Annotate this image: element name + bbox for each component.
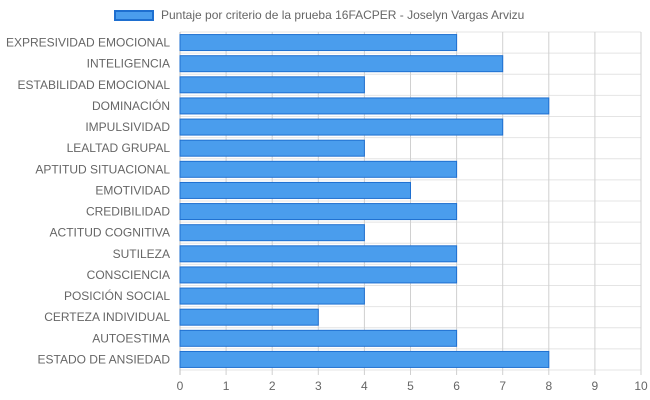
x-tick-label: 2 <box>269 379 276 393</box>
category-label: AUTOESTIMA <box>92 331 170 345</box>
x-tick-label: 5 <box>407 379 414 393</box>
category-label: APTITUD SITUACIONAL <box>35 162 170 176</box>
category-label: CONSCIENCIA <box>87 268 170 282</box>
x-tick-label: 9 <box>592 379 599 393</box>
bar[interactable] <box>179 224 365 242</box>
x-tick-label: 7 <box>499 379 506 393</box>
bar[interactable] <box>179 329 458 347</box>
bar[interactable] <box>179 308 319 326</box>
bars <box>179 34 550 368</box>
bar[interactable] <box>179 118 504 136</box>
legend-swatch <box>114 9 154 21</box>
x-tick-label: 10 <box>634 379 648 393</box>
category-label: DOMINACIÓN <box>92 98 170 113</box>
x-tick-labels: 0 1 2 3 4 5 6 7 8 9 10 <box>177 379 648 393</box>
category-label: CREDIBILIDAD <box>86 205 170 219</box>
category-label: ACTITUD COGNITIVA <box>50 226 170 240</box>
category-label: INTELIGENCIA <box>87 57 170 71</box>
category-label: POSICIÓN SOCIAL <box>64 288 170 303</box>
bar[interactable] <box>179 97 550 115</box>
x-tick-label: 6 <box>453 379 460 393</box>
x-tick-label: 1 <box>223 379 230 393</box>
bar[interactable] <box>179 203 458 221</box>
bar[interactable] <box>179 160 458 178</box>
category-label: LEALTAD GRUPAL <box>67 141 171 155</box>
x-tick-label: 8 <box>545 379 552 393</box>
bar[interactable] <box>179 55 504 73</box>
category-label: ESTABILIDAD EMOCIONAL <box>18 78 171 92</box>
legend-label: Puntaje por criterio de la prueba 16FACP… <box>161 8 525 22</box>
category-label: IMPULSIVIDAD <box>85 120 170 134</box>
category-label: ESTADO DE ANSIEDAD <box>38 352 171 366</box>
legend[interactable]: Puntaje por criterio de la prueba 16FACP… <box>114 6 524 24</box>
bar[interactable] <box>179 76 365 94</box>
x-tick-label: 3 <box>315 379 322 393</box>
bar[interactable] <box>179 266 458 284</box>
bar[interactable] <box>179 245 458 263</box>
bar[interactable] <box>179 287 365 305</box>
bar[interactable] <box>179 34 458 52</box>
category-label: EMOTIVIDAD <box>95 183 170 197</box>
x-tick-label: 0 <box>177 379 184 393</box>
x-tick-label: 4 <box>361 379 368 393</box>
category-label: SUTILEZA <box>113 247 170 261</box>
category-label: CERTEZA INDIVIDUAL <box>44 310 170 324</box>
bar[interactable] <box>179 181 411 199</box>
bar[interactable] <box>179 139 365 157</box>
category-labels: EXPRESIVIDAD EMOCIONAL INTELIGENCIA ESTABI… <box>6 36 170 367</box>
category-label: EXPRESIVIDAD EMOCIONAL <box>6 36 170 50</box>
bar[interactable] <box>179 350 550 368</box>
